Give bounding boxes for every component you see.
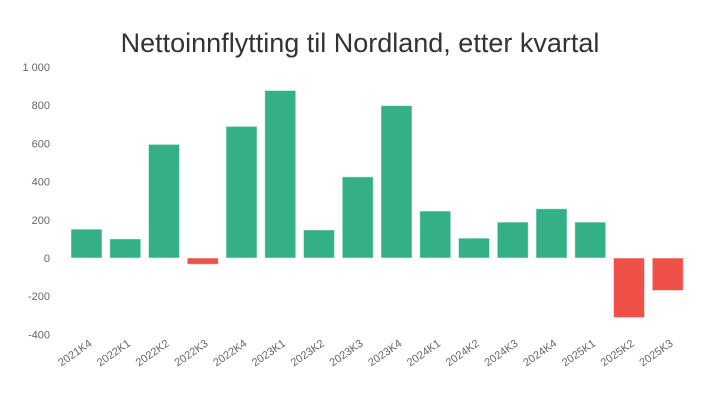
bar-2023K1[interactable] [264, 89, 297, 259]
bar-2025K3[interactable] [651, 257, 684, 291]
y-tick-label: 400 [32, 177, 50, 189]
bar-2024K1[interactable] [419, 210, 452, 259]
bar-2023K4[interactable] [380, 105, 413, 259]
x-tick-label: 2022K1 [95, 338, 133, 370]
x-axis: 2021K4 2022K1 2022K2 2022K3 2022K4 2023K1 2023… [56, 338, 675, 370]
y-tick-label: 0 [44, 253, 50, 265]
y-tick-label: 600 [32, 138, 50, 150]
x-tick-label: 2023K1 [250, 338, 288, 370]
x-tick-label: 2024K3 [483, 338, 521, 370]
bar-2024K3[interactable] [496, 221, 529, 259]
y-tick-label: 1 000 [22, 62, 50, 74]
bar-2022K2[interactable] [148, 143, 180, 259]
bar-2023K3[interactable] [341, 176, 374, 259]
y-tick-label: -200 [28, 291, 50, 303]
bar-2021K4[interactable] [70, 228, 103, 259]
x-tick-label: 2024K4 [521, 338, 559, 370]
y-tick-label: 800 [32, 100, 50, 112]
bar-2025K2[interactable] [613, 257, 645, 319]
x-tick-label: 2022K2 [134, 338, 172, 370]
x-tick-label: 2024K2 [444, 338, 482, 370]
x-tick-label: 2025K3 [638, 338, 676, 370]
bar-2024K2[interactable] [458, 237, 490, 259]
bar-2022K1[interactable] [109, 238, 142, 259]
y-axis: 1 000 800 600 400 200 0 -200 -400 [22, 62, 50, 341]
bar-2024K4[interactable] [535, 208, 568, 259]
x-tick-label: 2025K2 [599, 338, 637, 370]
bars [70, 89, 684, 319]
bar-2022K3[interactable] [186, 257, 219, 265]
x-tick-label: 2023K2 [289, 338, 327, 370]
x-tick-label: 2024K1 [405, 338, 443, 370]
bar-2023K2[interactable] [303, 229, 335, 259]
x-tick-label: 2022K3 [173, 338, 211, 370]
chart-title: Nettoinnflytting til Nordland, etter kva… [121, 28, 600, 58]
x-tick-label: 2023K3 [328, 338, 366, 370]
x-tick-label: 2022K4 [211, 338, 249, 370]
x-tick-label: 2021K4 [56, 338, 94, 370]
x-tick-label: 2025K1 [560, 338, 598, 370]
y-tick-label: 200 [32, 215, 50, 227]
x-tick-label: 2023K4 [366, 338, 404, 370]
y-tick-label: -400 [28, 329, 50, 341]
bar-2025K1[interactable] [574, 221, 607, 259]
bar-2022K4[interactable] [225, 125, 258, 259]
